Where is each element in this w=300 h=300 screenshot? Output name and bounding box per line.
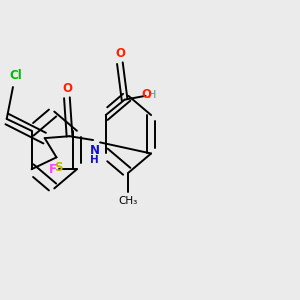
Text: H: H (90, 155, 99, 165)
Text: O: O (142, 88, 152, 101)
Text: Cl: Cl (9, 69, 22, 82)
Text: O: O (62, 82, 72, 95)
Text: H: H (148, 90, 157, 100)
Text: O: O (115, 47, 125, 60)
Text: S: S (54, 161, 63, 174)
Text: N: N (90, 144, 100, 157)
Text: F: F (49, 163, 57, 176)
Text: CH₃: CH₃ (119, 196, 138, 206)
